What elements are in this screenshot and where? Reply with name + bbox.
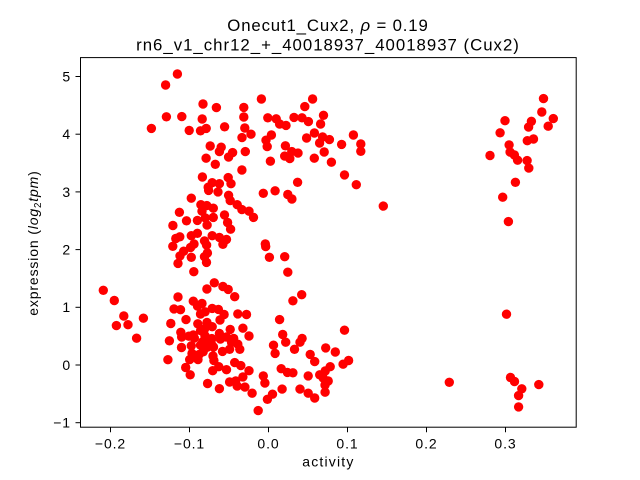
svg-text:0.3: 0.3 [494,436,516,452]
svg-text:0: 0 [62,357,71,373]
svg-text:5: 5 [62,68,71,84]
svg-text:rn6_v1_chr12_+_40018937_400189: rn6_v1_chr12_+_40018937_40018937 (Cux2) [136,36,520,55]
svg-text:−1: −1 [53,415,71,431]
svg-text:−0.2: −0.2 [95,436,126,452]
svg-text:0.0: 0.0 [257,436,279,452]
svg-text:4: 4 [62,126,71,142]
svg-text:0.2: 0.2 [415,436,437,452]
svg-text:−0.1: −0.1 [174,436,205,452]
svg-text:Onecut1_Cux2, ρ = 0.19: Onecut1_Cux2, ρ = 0.19 [227,16,428,35]
svg-text:2: 2 [62,242,71,258]
svg-text:0.1: 0.1 [336,436,358,452]
svg-text:activity: activity [302,454,354,470]
svg-text:3: 3 [62,184,71,200]
svg-text:1: 1 [62,299,71,315]
